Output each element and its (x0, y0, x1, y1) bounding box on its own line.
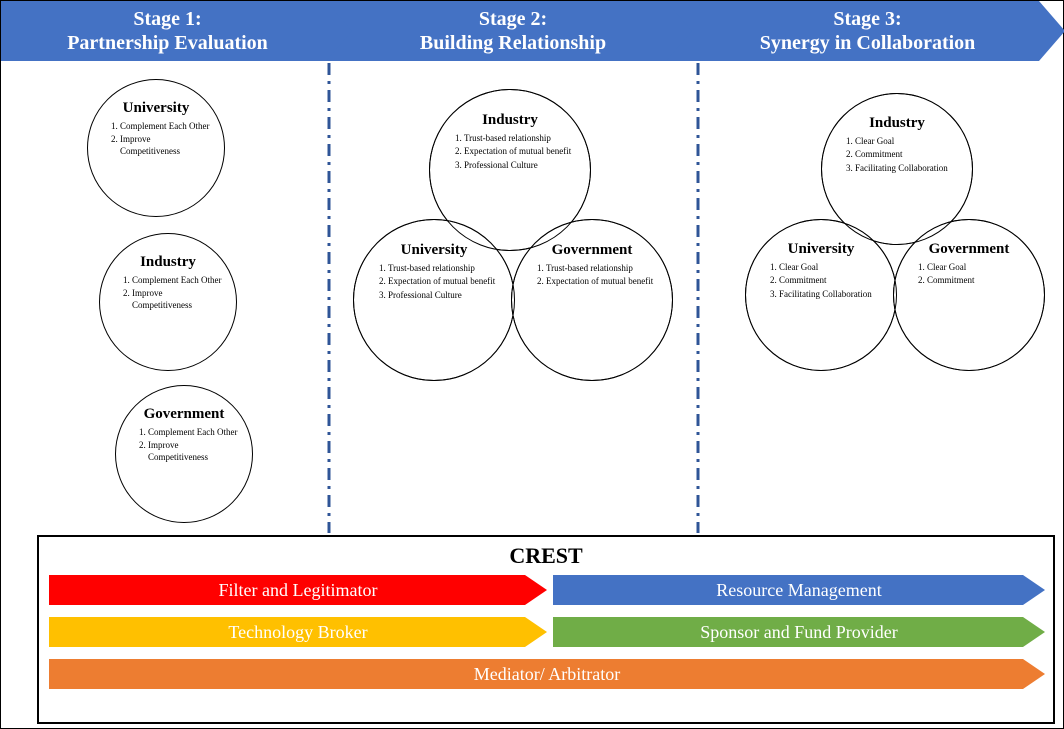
crest-role-full: Mediator/ Arbitrator (49, 659, 1045, 689)
stage2-circle-1: University Trust-based relationshipExpect… (353, 219, 515, 381)
circle-title: Government (909, 241, 1029, 258)
stage1-circle-2: Government Complement Each OtherImprove C… (115, 385, 253, 523)
circle-title: Government (130, 406, 238, 423)
circle-title: Industry (446, 112, 574, 129)
circle-items: Complement Each OtherImprove Competitive… (130, 427, 238, 463)
stage1-circle-0: University Complement Each OtherImprove C… (87, 79, 225, 217)
stage-header-2: Stage 2: Building Relationship (326, 1, 696, 61)
circle-items: Trust-based relationshipExpectation of m… (528, 263, 656, 288)
crest-row-2: Mediator/ Arbitrator (49, 659, 1043, 693)
stage-header-1: Stage 1: Partnership Evaluation (1, 1, 356, 61)
crest-role-right-1: Sponsor and Fund Provider (553, 617, 1045, 647)
crest-title: CREST (49, 543, 1043, 569)
stage-header-text-2: Stage 2: Building Relationship (356, 1, 670, 61)
crest-row-0: Filter and Legitimator Resource Manageme… (49, 575, 1043, 609)
crest-role-left-0: Filter and Legitimator (49, 575, 547, 605)
stage-header-3: Stage 3: Synergy in Collaboration (666, 1, 1064, 61)
stage-divider-2 (696, 63, 700, 533)
crest-role-left-1: Technology Broker (49, 617, 547, 647)
stage3-circle-2: Government Clear GoalCommitment (893, 219, 1045, 371)
circle-title: Industry (837, 115, 957, 132)
stage-divider-1 (327, 63, 331, 533)
stage-header-text-1: Stage 1: Partnership Evaluation (5, 1, 330, 61)
circle-items: Trust-based relationshipExpectation of m… (370, 263, 498, 301)
crest-role-right-0: Resource Management (553, 575, 1045, 605)
stage3-circle-1: University Clear GoalCommitmentFacilitati… (745, 219, 897, 371)
circle-items: Clear GoalCommitment (909, 262, 1029, 287)
stage2-circle-2: Government Trust-based relationshipExpect… (511, 219, 673, 381)
circle-title: University (370, 242, 498, 259)
circle-title: University (761, 241, 881, 258)
circle-items: Clear GoalCommitmentFacilitating Collabo… (761, 262, 881, 300)
crest-box: CREST Filter and Legitimator Resource Ma… (37, 535, 1055, 724)
circle-title: Industry (114, 254, 222, 271)
crest-row-1: Technology Broker Sponsor and Fund Provi… (49, 617, 1043, 651)
circle-title: University (102, 100, 210, 117)
circle-items: Trust-based relationshipExpectation of m… (446, 133, 574, 171)
stage-header-text-3: Stage 3: Synergy in Collaboration (696, 1, 1039, 61)
circle-items: Complement Each OtherImprove Competitive… (114, 275, 222, 311)
stage1-circle-1: Industry Complement Each OtherImprove Com… (99, 233, 237, 371)
circle-title: Government (528, 242, 656, 259)
circle-items: Clear GoalCommitmentFacilitating Collabo… (837, 136, 957, 174)
circle-items: Complement Each OtherImprove Competitive… (102, 121, 210, 157)
